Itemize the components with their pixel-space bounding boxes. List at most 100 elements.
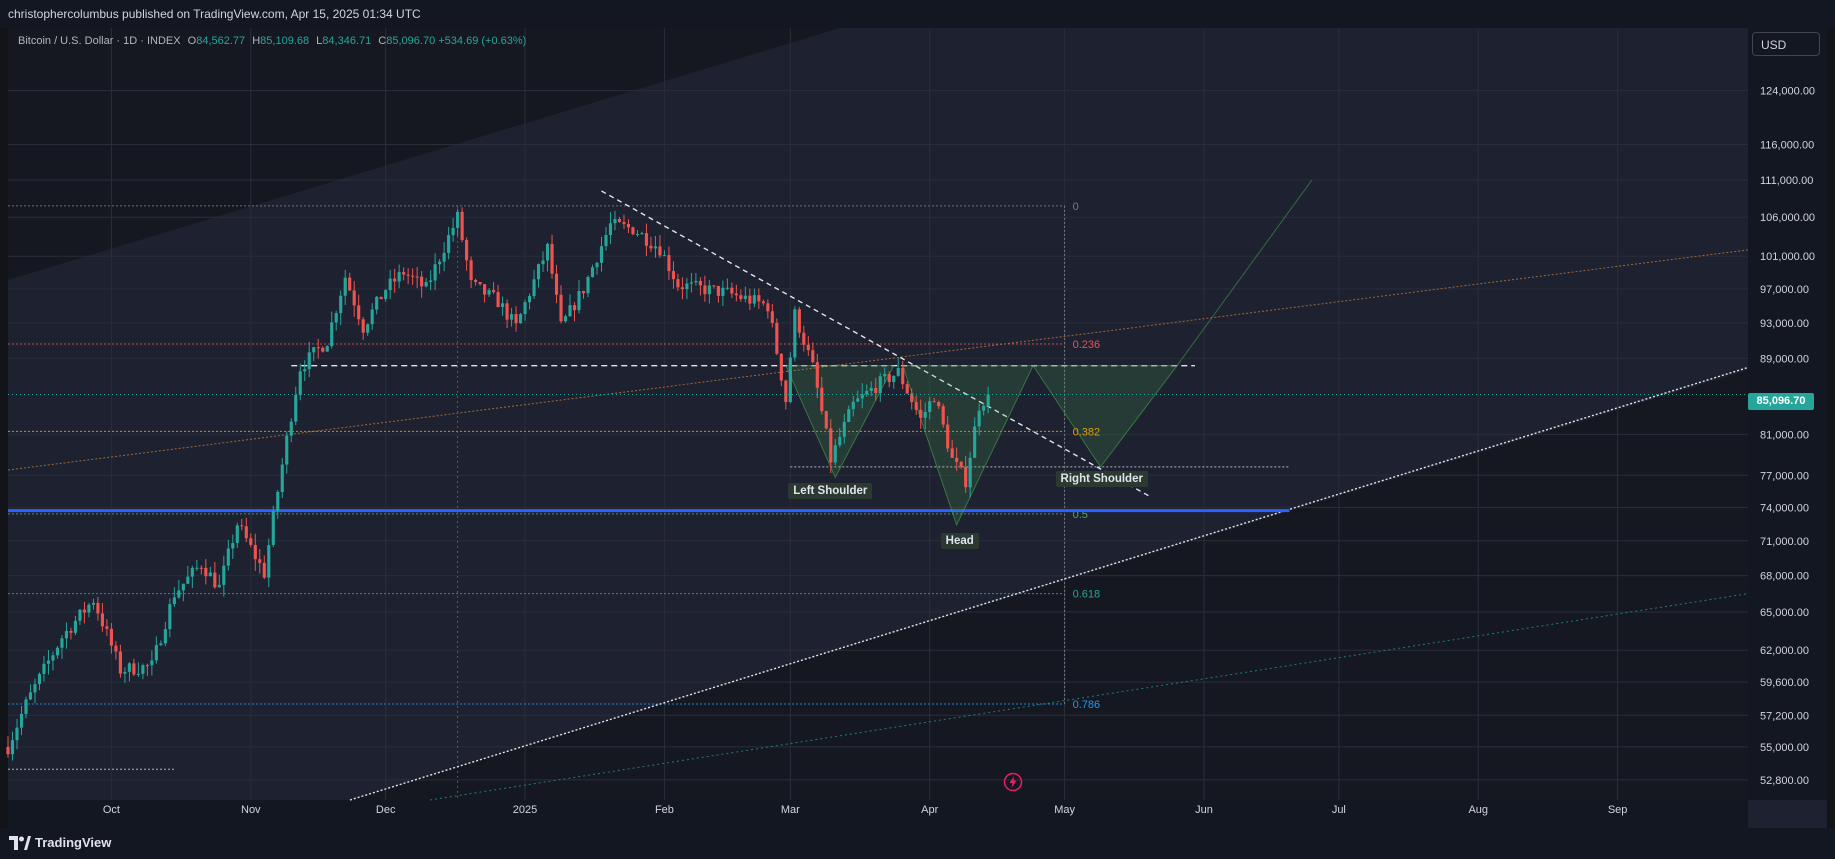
candle-body <box>973 426 977 458</box>
candle-body <box>761 301 765 304</box>
change-value: +534.69 (+0.63%) <box>438 35 527 47</box>
open-value: 84,562.77 <box>196 35 246 47</box>
candle-body <box>132 663 136 675</box>
y-tick-label-6: 93,000.00 <box>1760 318 1809 330</box>
candle-body <box>312 347 316 353</box>
fib-label-4: 0.618 <box>1073 589 1101 601</box>
candle-body <box>748 295 752 304</box>
candle-body <box>474 280 478 283</box>
candle-body <box>258 559 262 563</box>
close-label: C <box>378 35 387 47</box>
y-tick-label-17: 55,000.00 <box>1760 742 1809 754</box>
candle-body <box>154 645 158 661</box>
candle-body <box>716 285 720 296</box>
candle-body <box>303 369 307 372</box>
candle-body <box>950 448 954 458</box>
candle-body <box>815 362 819 388</box>
candle-body <box>330 322 334 347</box>
candle-body <box>734 293 738 296</box>
candle-body <box>878 376 882 394</box>
candle-body <box>127 663 131 672</box>
candle-body <box>865 390 869 395</box>
x-tick-label-0: Oct <box>103 804 120 816</box>
candle-body <box>964 466 968 488</box>
candle-body <box>626 223 631 228</box>
candle-body <box>662 255 667 257</box>
candle-body <box>217 584 221 588</box>
candle-body <box>883 374 887 377</box>
candle-body <box>105 626 109 629</box>
candle-body <box>536 264 541 280</box>
candle-body <box>411 275 415 277</box>
high-label: H <box>252 35 261 47</box>
time-axis <box>8 800 1748 828</box>
candle-body <box>451 227 455 236</box>
fib-label-1: 0.236 <box>1073 339 1101 351</box>
x-tick-label-9: Jul <box>1332 804 1346 816</box>
target-projection-line <box>1176 179 1313 366</box>
candle-body <box>46 660 51 664</box>
symbol-name[interactable]: Bitcoin / U.S. Dollar · 1D · INDEX <box>18 35 181 47</box>
candle-body <box>307 352 311 370</box>
candle-body <box>478 282 482 285</box>
candle-body <box>739 295 743 299</box>
candle-body <box>262 562 266 578</box>
candle-body <box>707 285 711 295</box>
candle-body <box>838 436 842 446</box>
candle-body <box>96 602 100 614</box>
candle-body <box>208 572 212 577</box>
candle-body <box>824 411 828 429</box>
y-tick-label-12: 68,000.00 <box>1760 571 1809 583</box>
candle-body <box>752 295 756 304</box>
last-price-tag: 85,096.70 <box>1748 393 1814 410</box>
candle-body <box>501 303 505 308</box>
candle-body <box>150 660 154 666</box>
candle-body <box>622 222 626 224</box>
candle-body <box>172 597 176 605</box>
candle-body <box>658 246 662 256</box>
candle-body <box>195 567 199 569</box>
candle-body <box>415 276 419 278</box>
fib-label-5: 0.786 <box>1073 699 1101 711</box>
candle-body <box>100 613 104 627</box>
y-tick-label-15: 59,600.00 <box>1760 677 1809 689</box>
candle-body <box>671 271 675 280</box>
candle-body <box>33 684 37 693</box>
candle-body <box>743 295 747 299</box>
candle-body <box>91 602 95 605</box>
candle-body <box>123 671 127 674</box>
candle-body <box>339 295 343 314</box>
candle-body <box>429 280 433 282</box>
candle-body <box>910 393 914 403</box>
candle-body <box>249 538 253 545</box>
bolt-icon[interactable] <box>1003 772 1023 792</box>
candle-body <box>905 384 909 394</box>
currency-button[interactable]: USD <box>1752 32 1820 56</box>
candle-body <box>204 567 208 577</box>
x-tick-label-3: 2025 <box>513 804 537 816</box>
candle-body <box>163 629 167 644</box>
candle-body <box>887 374 891 383</box>
candle-body <box>788 357 792 403</box>
candle-body <box>874 387 878 394</box>
x-tick-label-8: Jun <box>1195 804 1213 816</box>
candle-body <box>527 296 532 303</box>
candle-body <box>78 609 82 621</box>
candle-body <box>420 276 424 287</box>
candle-body <box>447 235 451 253</box>
candle-body <box>285 435 289 465</box>
high-value: 85,109.68 <box>260 35 310 47</box>
candle-body <box>136 673 140 675</box>
candle-body <box>442 252 446 262</box>
left-shoulder-shape <box>785 365 895 479</box>
candle-body <box>469 260 473 281</box>
y-tick-label-0: 124,000.00 <box>1760 86 1815 98</box>
candle-body <box>514 314 518 324</box>
x-tick-label-11: Sep <box>1608 804 1628 816</box>
tradingview-brand[interactable]: TradingView <box>9 835 111 850</box>
candle-body <box>190 567 194 577</box>
candle-body <box>869 387 873 391</box>
candle-body <box>545 243 550 261</box>
candle-body <box>28 692 33 700</box>
